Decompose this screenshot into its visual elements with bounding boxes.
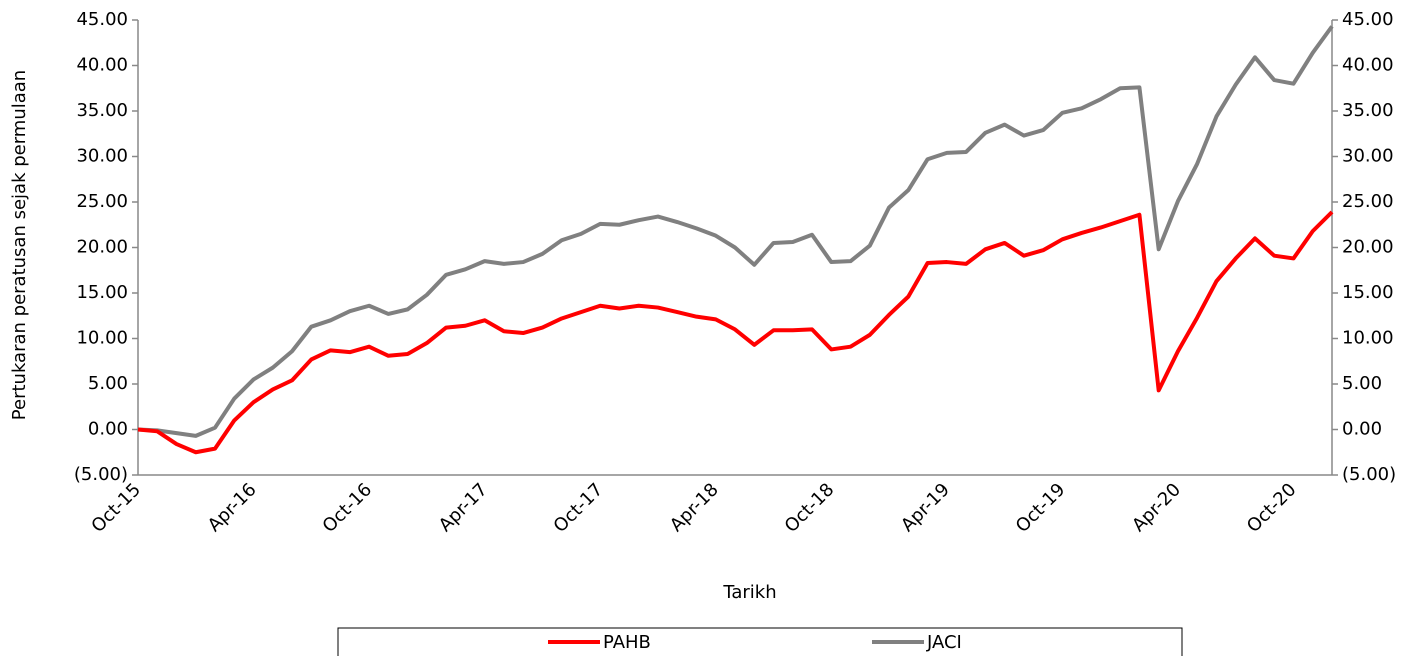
x-tick-label: Apr-19: [897, 479, 954, 536]
y-tick-label: 10.00: [1342, 328, 1394, 349]
x-tick-label: Oct-16: [319, 479, 377, 537]
y-tick-label: 30.00: [1342, 146, 1394, 167]
y-tick-label: 10.00: [76, 328, 128, 349]
y-tick-label: 25.00: [1342, 191, 1394, 212]
y-tick-label: 15.00: [76, 282, 128, 303]
y-tick-label: 0.00: [88, 419, 128, 440]
y-tick-label: 30.00: [76, 146, 128, 167]
x-tick-label: Apr-16: [204, 479, 261, 536]
y-tick-label: 40.00: [76, 55, 128, 76]
y-tick-label: 5.00: [88, 373, 128, 394]
y-tick-label: 15.00: [1342, 282, 1394, 303]
y-axis-title: Pertukaran peratusan sejak permulaan: [9, 70, 30, 420]
legend-label: PAHB: [603, 632, 651, 653]
x-axis-title: Tarikh: [722, 582, 776, 603]
x-tick-label: Oct-20: [1243, 479, 1301, 537]
y-tick-label: 25.00: [76, 191, 128, 212]
series-line: [137, 210, 1334, 455]
legend-label: JACI: [926, 632, 962, 653]
x-tick-label: Apr-18: [666, 479, 723, 536]
x-tick-label: Apr-20: [1128, 479, 1185, 536]
y-tick-label: 5.00: [1342, 373, 1382, 394]
x-tick-label: Oct-15: [87, 479, 145, 537]
series-line: [137, 25, 1334, 438]
y-tick-label: 45.00: [76, 9, 128, 30]
x-tick-label: Oct-18: [781, 479, 839, 537]
y-tick-label: (5.00): [1342, 464, 1396, 485]
y-tick-label: (5.00): [74, 464, 128, 485]
y-tick-label: 20.00: [1342, 237, 1394, 258]
x-tick-label: Oct-17: [550, 479, 608, 537]
y-tick-label: 40.00: [1342, 55, 1394, 76]
x-tick-label: Apr-17: [435, 479, 492, 536]
y-tick-label: 20.00: [76, 237, 128, 258]
legend-box: [337, 627, 1183, 656]
y-tick-label: 0.00: [1342, 419, 1382, 440]
y-tick-label: 35.00: [76, 100, 128, 121]
y-tick-label: 35.00: [1342, 100, 1394, 121]
x-tick-label: Oct-19: [1012, 479, 1070, 537]
y-tick-label: 45.00: [1342, 9, 1394, 30]
